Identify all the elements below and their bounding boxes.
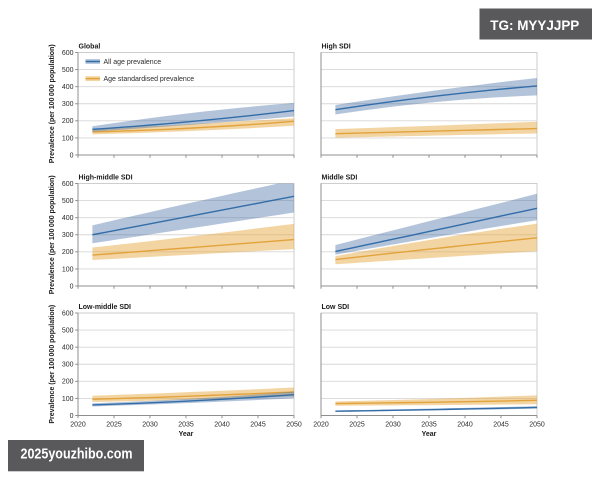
- svg-text:Prevalence (per 100 000 popula: Prevalence (per 100 000 population): [49, 305, 56, 424]
- svg-text:100: 100: [62, 266, 74, 273]
- svg-text:High-middle SDI: High-middle SDI: [79, 175, 133, 182]
- svg-text:0: 0: [70, 283, 74, 290]
- svg-text:200: 200: [62, 379, 74, 386]
- svg-text:300: 300: [62, 101, 74, 108]
- svg-text:Prevalence (per 100 000 popula: Prevalence (per 100 000 population): [49, 175, 56, 294]
- svg-text:400: 400: [62, 215, 74, 222]
- svg-text:Middle SDI: Middle SDI: [322, 175, 358, 182]
- svg-text:2040: 2040: [214, 422, 230, 429]
- svg-text:All age prevalence: All age prevalence: [104, 59, 162, 66]
- svg-text:0: 0: [70, 413, 74, 420]
- svg-text:200: 200: [62, 118, 74, 125]
- svg-text:100: 100: [62, 135, 74, 142]
- svg-text:500: 500: [62, 67, 74, 74]
- svg-text:2050: 2050: [529, 422, 545, 429]
- svg-text:Year: Year: [422, 431, 437, 438]
- svg-text:100: 100: [62, 396, 74, 403]
- svg-text:2035: 2035: [178, 422, 194, 429]
- svg-text:2025: 2025: [106, 422, 122, 429]
- svg-text:300: 300: [62, 362, 74, 369]
- svg-text:600: 600: [62, 50, 74, 57]
- svg-text:Low SDI: Low SDI: [322, 304, 350, 311]
- svg-text:Global: Global: [79, 44, 101, 51]
- svg-text:500: 500: [62, 327, 74, 334]
- svg-text:2025youzhibo.com: 2025youzhibo.com: [21, 447, 133, 463]
- svg-text:2045: 2045: [250, 422, 266, 429]
- svg-text:2030: 2030: [142, 422, 158, 429]
- svg-text:Prevalence (per 100 000 popula: Prevalence (per 100 000 population): [49, 44, 56, 163]
- svg-text:300: 300: [62, 232, 74, 239]
- svg-text:200: 200: [62, 249, 74, 256]
- svg-text:2020: 2020: [70, 422, 86, 429]
- svg-text:TG: MYYJJPP: TG: MYYJJPP: [490, 17, 579, 33]
- svg-text:400: 400: [62, 345, 74, 352]
- svg-text:0: 0: [70, 152, 74, 159]
- svg-text:2030: 2030: [385, 422, 401, 429]
- svg-text:High SDI: High SDI: [322, 44, 351, 51]
- svg-text:2035: 2035: [421, 422, 437, 429]
- svg-text:2025: 2025: [349, 422, 365, 429]
- svg-text:600: 600: [62, 181, 74, 188]
- svg-text:500: 500: [62, 198, 74, 205]
- svg-text:2020: 2020: [313, 422, 329, 429]
- svg-text:400: 400: [62, 84, 74, 91]
- svg-text:2050: 2050: [286, 422, 302, 429]
- svg-text:Age standardised prevalence: Age standardised prevalence: [104, 76, 195, 83]
- svg-text:600: 600: [62, 310, 74, 317]
- svg-text:2040: 2040: [457, 422, 473, 429]
- svg-text:Year: Year: [179, 431, 194, 438]
- svg-text:2045: 2045: [493, 422, 509, 429]
- svg-text:Low-middle SDI: Low-middle SDI: [79, 304, 132, 311]
